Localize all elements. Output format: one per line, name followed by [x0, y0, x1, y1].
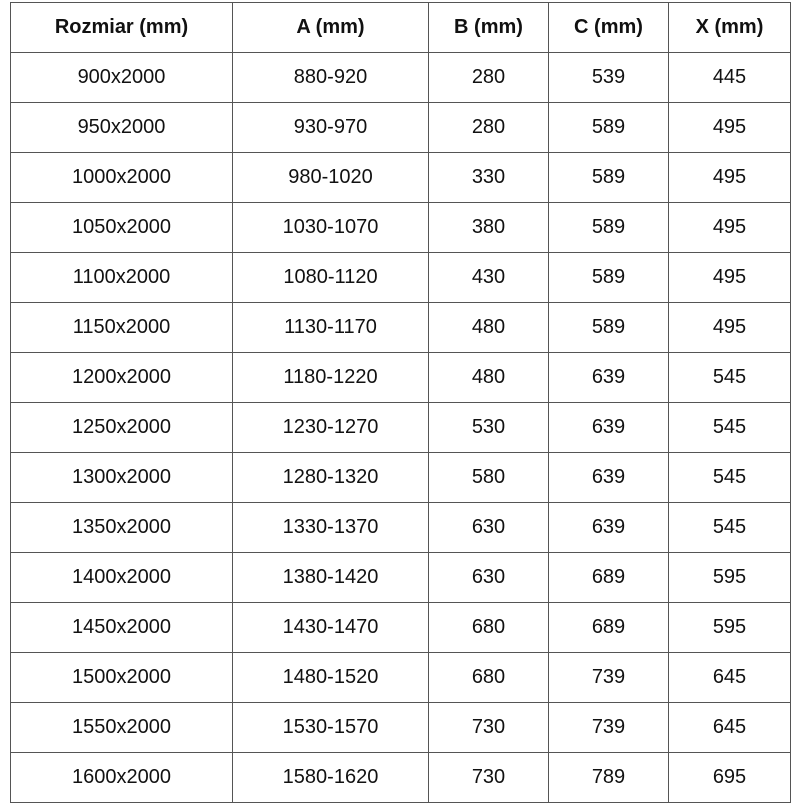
table-cell: 545	[668, 502, 791, 553]
table-cell: 1300x2000	[10, 452, 233, 503]
table-cell: 880-920	[232, 52, 429, 103]
table-row: 1500x2000 1480-1520 680 739 645	[10, 652, 791, 703]
table-cell: 1150x2000	[10, 302, 233, 353]
table-cell: 589	[548, 302, 669, 353]
header-row: Rozmiar (mm) A (mm) B (mm) C (mm) X (mm)	[10, 2, 791, 53]
table-cell: 430	[428, 252, 549, 303]
table-cell: 595	[668, 602, 791, 653]
header-cell: Rozmiar (mm)	[10, 2, 233, 53]
table-cell: 589	[548, 202, 669, 253]
table-cell: 1430-1470	[232, 602, 429, 653]
table-cell: 730	[428, 752, 549, 803]
table-cell: 689	[548, 552, 669, 603]
table-cell: 1100x2000	[10, 252, 233, 303]
table-cell: 1050x2000	[10, 202, 233, 253]
table-cell: 680	[428, 652, 549, 703]
table-row: 1250x2000 1230-1270 530 639 545	[10, 402, 791, 453]
table-row: 1350x2000 1330-1370 630 639 545	[10, 502, 791, 553]
table-cell: 739	[548, 652, 669, 703]
table-row: 1050x2000 1030-1070 380 589 495	[10, 202, 791, 253]
size-table: Rozmiar (mm) A (mm) B (mm) C (mm) X (mm) 900…	[10, 2, 791, 803]
table-cell: 1180-1220	[232, 352, 429, 403]
table-cell: 980-1020	[232, 152, 429, 203]
table-cell: 480	[428, 302, 549, 353]
table-cell: 739	[548, 702, 669, 753]
table-row: 1200x2000 1180-1220 480 639 545	[10, 352, 791, 403]
table-cell: 545	[668, 452, 791, 503]
table-cell: 589	[548, 152, 669, 203]
table-row: 1600x2000 1580-1620 730 789 695	[10, 752, 791, 803]
header-cell: B (mm)	[428, 2, 549, 53]
table-cell: 639	[548, 452, 669, 503]
table-cell: 589	[548, 252, 669, 303]
table-cell: 539	[548, 52, 669, 103]
table-cell: 789	[548, 752, 669, 803]
table-cell: 1130-1170	[232, 302, 429, 353]
table-cell: 1000x2000	[10, 152, 233, 203]
table-cell: 1600x2000	[10, 752, 233, 803]
table-cell: 589	[548, 102, 669, 153]
table-cell: 280	[428, 52, 549, 103]
table-cell: 1350x2000	[10, 502, 233, 553]
table-cell: 445	[668, 52, 791, 103]
table-cell: 1250x2000	[10, 402, 233, 453]
table-cell: 330	[428, 152, 549, 203]
table-cell: 1030-1070	[232, 202, 429, 253]
table-cell: 280	[428, 102, 549, 153]
table-cell: 545	[668, 352, 791, 403]
table-row: 1100x2000 1080-1120 430 589 495	[10, 252, 791, 303]
table-cell: 480	[428, 352, 549, 403]
table-cell: 689	[548, 602, 669, 653]
table-row: 1450x2000 1430-1470 680 689 595	[10, 602, 791, 653]
table-cell: 495	[668, 202, 791, 253]
table-cell: 680	[428, 602, 549, 653]
table-cell: 1230-1270	[232, 402, 429, 453]
table-cell: 495	[668, 152, 791, 203]
table-cell: 900x2000	[10, 52, 233, 103]
table-cell: 1530-1570	[232, 702, 429, 753]
table-cell: 645	[668, 702, 791, 753]
table-cell: 1330-1370	[232, 502, 429, 553]
table-cell: 495	[668, 252, 791, 303]
table-cell: 1200x2000	[10, 352, 233, 403]
table-row: 950x2000 930-970 280 589 495	[10, 102, 791, 153]
table-cell: 495	[668, 302, 791, 353]
table-cell: 1450x2000	[10, 602, 233, 653]
table-cell: 1080-1120	[232, 252, 429, 303]
table-cell: 595	[668, 552, 791, 603]
table-cell: 639	[548, 402, 669, 453]
table-cell: 930-970	[232, 102, 429, 153]
table-row: 1400x2000 1380-1420 630 689 595	[10, 552, 791, 603]
table-cell: 580	[428, 452, 549, 503]
table-cell: 1380-1420	[232, 552, 429, 603]
table-cell: 645	[668, 652, 791, 703]
header-cell: C (mm)	[548, 2, 669, 53]
table-row: 1000x2000 980-1020 330 589 495	[10, 152, 791, 203]
table-cell: 639	[548, 352, 669, 403]
table-cell: 1580-1620	[232, 752, 429, 803]
table-cell: 1280-1320	[232, 452, 429, 503]
table-cell: 730	[428, 702, 549, 753]
table-cell: 630	[428, 552, 549, 603]
table-cell: 639	[548, 502, 669, 553]
header-cell: X (mm)	[668, 2, 791, 53]
table-cell: 1500x2000	[10, 652, 233, 703]
table-cell: 380	[428, 202, 549, 253]
table-cell: 1400x2000	[10, 552, 233, 603]
table-row: 1550x2000 1530-1570 730 739 645	[10, 702, 791, 753]
table-body: 900x2000 880-920 280 539 445 950x2000 930-970 2…	[10, 52, 791, 803]
table-cell: 1480-1520	[232, 652, 429, 703]
table-cell: 1550x2000	[10, 702, 233, 753]
header-cell: A (mm)	[232, 2, 429, 53]
table-row: 1300x2000 1280-1320 580 639 545	[10, 452, 791, 503]
table-cell: 630	[428, 502, 549, 553]
table-cell: 495	[668, 102, 791, 153]
table-row: 1150x2000 1130-1170 480 589 495	[10, 302, 791, 353]
table-cell: 545	[668, 402, 791, 453]
table-cell: 530	[428, 402, 549, 453]
table-cell: 950x2000	[10, 102, 233, 153]
table-row: 900x2000 880-920 280 539 445	[10, 52, 791, 103]
table-cell: 695	[668, 752, 791, 803]
